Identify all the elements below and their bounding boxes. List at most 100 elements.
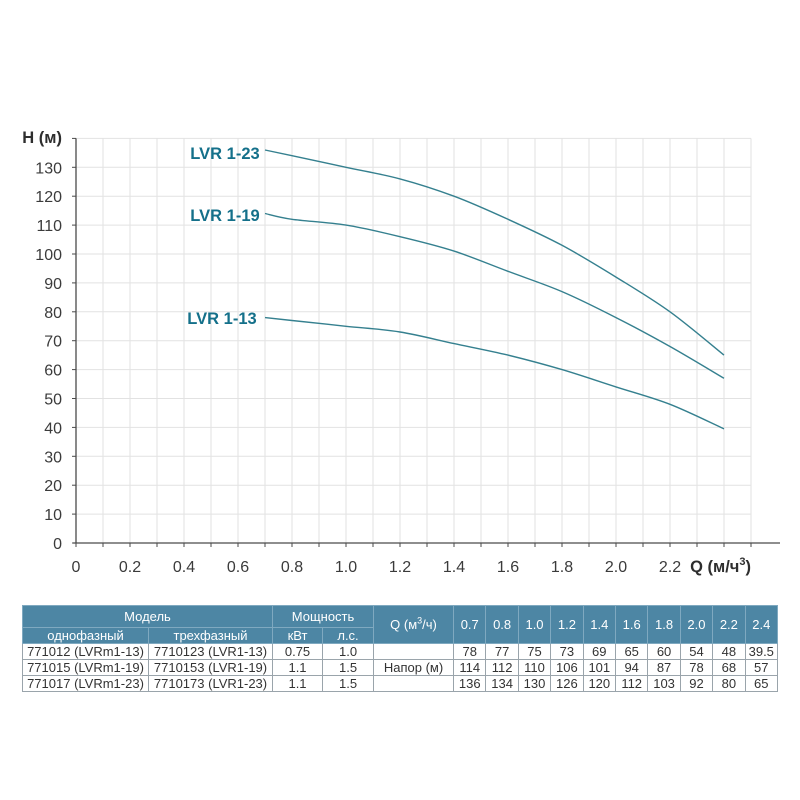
y-tick-label: 20 [44, 478, 62, 495]
x-tick-label: 1.6 [497, 559, 519, 576]
cell-three-phase: 7710123 (LVR1-13) [147, 643, 274, 660]
curve-lvr-1-19 [264, 212, 725, 379]
cell-head-value: 112 [614, 675, 649, 692]
cell-head-value: 94 [614, 659, 649, 676]
col-header-q-1.8: 1.8 [647, 605, 681, 644]
cell-head-value: 130 [517, 675, 552, 692]
spec-table-head: Модель Мощность Q (м3/ч) 0.7 0.8 1.0 1.2 1.4 1.6… [21, 605, 779, 644]
table-row: 771015 (LVRm1-19) 7710153 (LVR1-19) 1.1 1.5… [22, 659, 779, 676]
y-axis-title: H (м) [22, 129, 62, 147]
curve-lvr-1-13 [264, 316, 725, 430]
x-tick-label: 1.0 [335, 559, 357, 576]
y-tick-label: 90 [44, 276, 62, 293]
pump-curves-chart: 0 0.2 0.4 0.6 0.8 1.0 1.2 1.4 1.6 1.8 2.0 2.2 0 10 20 3… [22, 129, 780, 576]
y-tick-label: 80 [44, 305, 62, 322]
x-tick-label: 2.0 [605, 559, 627, 576]
cell-head-value: 65 [614, 643, 649, 660]
x-tick-label: 0 [72, 559, 81, 576]
spec-table: Модель Мощность Q (м3/ч) 0.7 0.8 1.0 1.2 1.4 1.6… [21, 605, 779, 692]
col-header-q-2.4: 2.4 [744, 605, 779, 644]
x-tick-label: 1.8 [551, 559, 573, 576]
x-tick-label: 0.4 [173, 559, 195, 576]
cell-head-value: 48 [712, 643, 746, 660]
table-row: 771012 (LVRm1-13) 7710123 (LVR1-13) 0.75 1.… [22, 643, 779, 660]
col-header-q-1.2: 1.2 [550, 605, 584, 644]
cell-head-value: 112 [485, 659, 519, 676]
tick-labels: 0 0.2 0.4 0.6 0.8 1.0 1.2 1.4 1.6 1.8 2.0 2.2 0 10 20 3… [35, 160, 681, 576]
col-header-q: Q (м3/ч) [373, 605, 455, 644]
cell-head-value: 101 [582, 659, 616, 676]
cell-head-value: 87 [647, 659, 681, 676]
cell-head-value: 134 [485, 675, 519, 692]
cell-head-value: 77 [485, 643, 519, 660]
cell-single-phase: 771012 (LVRm1-13) [22, 643, 149, 660]
col-header-model: Модель [21, 605, 274, 628]
curve-lvr-1-23 [264, 149, 725, 356]
cell-head-value: 103 [647, 675, 681, 692]
table-row: 771017 (LVRm1-23) 7710173 (LVR1-23) 1.1 1.5… [22, 675, 779, 692]
col-header-single-phase: однофазный [22, 627, 149, 644]
x-tick-label: 1.4 [443, 559, 465, 576]
x-tick-label: 0.2 [119, 559, 141, 576]
y-tick-label: 10 [44, 507, 62, 524]
curve-label-lvr-1-23: LVR 1-23 [190, 145, 259, 163]
cell-single-phase: 771017 (LVRm1-23) [22, 675, 149, 692]
y-tick-label: 70 [44, 334, 62, 351]
col-header-q-2.2: 2.2 [712, 605, 746, 644]
tick-marks [72, 137, 752, 547]
cell-hp: 1.5 [322, 675, 375, 692]
col-header-kw: кВт [272, 627, 324, 644]
cell-three-phase: 7710173 (LVR1-23) [147, 675, 274, 692]
y-tick-label: 40 [44, 420, 62, 437]
cell-head-value: 73 [550, 643, 584, 660]
chart-svg: 0 0.2 0.4 0.6 0.8 1.0 1.2 1.4 1.6 1.8 2.0 2.2 0 10 20 3… [22, 129, 780, 576]
cell-head-value: 110 [517, 659, 552, 676]
cell-head-value: 78 [453, 643, 487, 660]
cell-head-label [373, 675, 455, 692]
col-header-q-2.0: 2.0 [679, 605, 714, 644]
col-header-hp: л.с. [322, 627, 375, 644]
cell-head-value: 60 [647, 643, 681, 660]
cell-head-value: 68 [712, 659, 746, 676]
x-axis-title: Q (м/ч3) [690, 556, 751, 576]
cell-kw: 1.1 [272, 659, 324, 676]
col-header-three-phase: трехфазный [147, 627, 274, 644]
y-tick-label: 110 [36, 218, 62, 235]
col-header-q-0.8: 0.8 [485, 605, 519, 644]
x-tick-label: 1.2 [389, 559, 411, 576]
cell-head-label [373, 643, 455, 660]
cell-head-value: 57 [744, 659, 779, 676]
y-tick-label: 30 [44, 449, 62, 466]
cell-head-value: 54 [679, 643, 714, 660]
x-tick-label: 2.2 [659, 559, 681, 576]
cell-single-phase: 771015 (LVRm1-19) [22, 659, 149, 676]
y-tick-label: 0 [53, 536, 62, 553]
y-tick-label: 50 [44, 392, 62, 409]
cell-head-value: 114 [453, 659, 487, 676]
cell-head-value: 78 [679, 659, 714, 676]
col-header-q-1.6: 1.6 [614, 605, 649, 644]
cell-head-value: 65 [744, 675, 779, 692]
y-tick-label: 130 [35, 160, 62, 177]
cell-head-value: 80 [712, 675, 746, 692]
grid [76, 137, 752, 543]
cell-three-phase: 7710153 (LVR1-19) [147, 659, 274, 676]
cell-hp: 1.5 [322, 659, 375, 676]
cell-head-value: 126 [550, 675, 584, 692]
cell-kw: 1.1 [272, 675, 324, 692]
cell-head-value: 39.5 [744, 643, 779, 660]
cell-head-value: 92 [679, 675, 714, 692]
cell-kw: 0.75 [272, 643, 324, 660]
curve-label-lvr-1-19: LVR 1-19 [190, 207, 259, 225]
cell-head-value: 69 [582, 643, 616, 660]
spec-table-body: 771012 (LVRm1-13) 7710123 (LVR1-13) 0.75 1.… [22, 643, 779, 692]
cell-hp: 1.0 [322, 643, 375, 660]
x-tick-label: 0.6 [227, 559, 249, 576]
col-header-q-1.0: 1.0 [517, 605, 552, 644]
cell-head-value: 120 [582, 675, 616, 692]
y-tick-label: 120 [35, 189, 62, 206]
curve-label-lvr-1-13: LVR 1-13 [187, 310, 256, 328]
x-tick-label: 0.8 [281, 559, 303, 576]
col-header-power: Мощность [272, 605, 375, 628]
cell-head-label: Напор (м) [373, 659, 455, 676]
